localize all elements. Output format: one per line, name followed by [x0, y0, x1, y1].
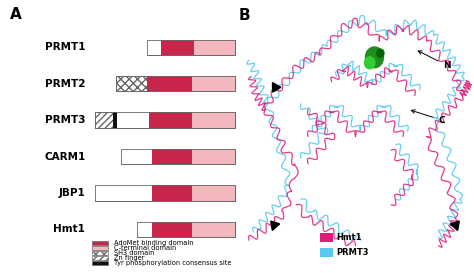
Bar	[149, 112, 192, 128]
Bar	[92, 256, 108, 260]
Text: AdoMet binding domain: AdoMet binding domain	[114, 240, 193, 246]
Bar	[121, 149, 152, 164]
Bar	[117, 112, 149, 128]
Bar	[137, 222, 152, 237]
Polygon shape	[271, 221, 280, 230]
Bar	[95, 112, 113, 128]
Bar	[92, 246, 108, 250]
Text: PRMT3: PRMT3	[337, 248, 369, 257]
Text: PRMT2: PRMT2	[45, 79, 85, 89]
Bar	[116, 76, 235, 91]
Bar	[95, 112, 235, 128]
Bar	[92, 241, 108, 245]
Bar	[192, 149, 235, 164]
Bar	[192, 76, 235, 91]
Text: Hmt1: Hmt1	[54, 224, 85, 234]
Text: A: A	[9, 7, 21, 22]
Text: Hmt1: Hmt1	[337, 233, 362, 242]
Text: SH3 domain: SH3 domain	[114, 250, 154, 256]
Bar	[95, 185, 235, 201]
Text: C: C	[411, 110, 445, 124]
Polygon shape	[273, 82, 281, 92]
Text: B: B	[238, 8, 250, 23]
Bar	[147, 40, 235, 55]
Text: PRMT1: PRMT1	[45, 42, 85, 52]
Bar	[152, 222, 192, 237]
Text: CARM1: CARM1	[44, 152, 85, 162]
Text: C-terminal domain: C-terminal domain	[114, 245, 176, 251]
Bar	[194, 40, 235, 55]
Bar	[147, 40, 161, 55]
Bar	[95, 185, 152, 201]
Text: N: N	[418, 51, 451, 70]
Bar	[116, 76, 147, 91]
Bar	[113, 112, 117, 128]
Bar	[95, 112, 235, 128]
Text: Zn finger: Zn finger	[114, 255, 144, 261]
Bar	[320, 248, 333, 257]
Bar	[137, 222, 235, 237]
Circle shape	[377, 49, 384, 57]
Bar	[152, 185, 192, 201]
Bar	[192, 222, 235, 237]
Bar	[147, 76, 192, 91]
Bar	[92, 261, 108, 265]
Bar	[121, 149, 235, 164]
Bar	[192, 185, 235, 201]
Circle shape	[365, 57, 375, 69]
Text: PRMT3: PRMT3	[45, 115, 85, 125]
Bar	[137, 222, 235, 237]
Text: Tyr phosphorylation consensus site: Tyr phosphorylation consensus site	[114, 260, 231, 266]
Text: JBP1: JBP1	[59, 188, 85, 198]
Polygon shape	[450, 221, 459, 230]
Bar	[92, 251, 108, 255]
Bar	[152, 149, 192, 164]
Bar	[95, 185, 235, 201]
Bar	[320, 233, 333, 242]
Bar	[192, 112, 235, 128]
Bar	[116, 76, 235, 91]
Bar	[147, 40, 235, 55]
Bar	[161, 40, 194, 55]
Bar	[121, 149, 235, 164]
Circle shape	[365, 47, 383, 68]
